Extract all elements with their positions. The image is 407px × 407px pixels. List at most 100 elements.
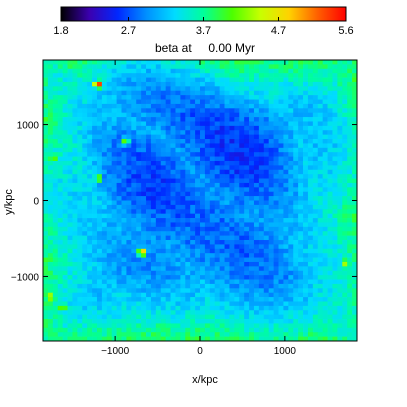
heatmap-cell	[293, 86, 299, 92]
heatmap-cell	[180, 143, 186, 149]
heatmap-cell	[165, 209, 171, 215]
heatmap-cell	[253, 314, 260, 320]
heatmap-cell	[337, 191, 343, 197]
heatmap-cell	[111, 279, 117, 285]
heatmap-cell	[268, 191, 274, 197]
heatmap-cell	[303, 222, 309, 228]
heatmap-cell	[249, 301, 255, 307]
heatmap-cell	[244, 240, 250, 245]
heatmap-cell	[224, 169, 230, 175]
heatmap-cell	[219, 134, 225, 140]
heatmap-cell	[317, 99, 324, 105]
heatmap-cell	[43, 196, 49, 201]
heatmap-cell	[116, 160, 122, 166]
heatmap-cell	[72, 310, 78, 316]
heatmap-cell	[160, 134, 167, 140]
heatmap-cell	[96, 323, 103, 329]
heatmap-cell	[47, 125, 54, 131]
heatmap-cell	[219, 108, 225, 114]
heatmap-cell	[303, 336, 309, 341]
heatmap-cell	[258, 305, 265, 311]
heatmap-cell	[165, 182, 171, 188]
heatmap-cell	[47, 310, 54, 316]
heatmap-cell	[96, 178, 103, 184]
heatmap-cell	[165, 332, 171, 337]
heatmap-cell	[116, 130, 122, 135]
heatmap-cell	[234, 301, 240, 307]
heatmap-cell	[106, 209, 113, 215]
heatmap-cell	[185, 218, 191, 223]
heatmap-cell	[337, 187, 343, 193]
heatmap-cell	[96, 279, 103, 285]
heatmap-cell	[170, 257, 176, 263]
heatmap-cell	[239, 226, 245, 232]
heatmap-cell	[180, 196, 186, 201]
heatmap-cell	[195, 182, 201, 188]
heatmap-cell	[347, 209, 353, 215]
heatmap-cell	[150, 305, 157, 311]
heatmap-cell	[307, 222, 314, 228]
heatmap-cell	[263, 112, 270, 118]
heatmap-cell	[234, 323, 240, 329]
heatmap-cell	[131, 73, 137, 78]
heatmap-cell	[298, 301, 304, 307]
heatmap-cell	[337, 130, 343, 135]
heatmap-cell	[317, 121, 324, 127]
heatmap-cell	[170, 279, 176, 285]
heatmap-cell	[82, 200, 88, 206]
heatmap-cell	[312, 336, 319, 341]
heatmap-cell	[278, 266, 284, 272]
heatmap-cell	[204, 204, 211, 210]
heatmap-cell	[106, 310, 113, 316]
heatmap-cell	[195, 196, 201, 201]
heatmap-cell	[96, 160, 103, 166]
heatmap-cell	[175, 213, 181, 219]
heatmap-cell	[263, 204, 270, 210]
heatmap-cell	[87, 174, 93, 179]
heatmap-cell	[62, 152, 68, 157]
heatmap-cell	[175, 266, 181, 272]
heatmap-cell	[229, 152, 235, 157]
heatmap-cell	[52, 125, 59, 131]
heatmap-cell	[288, 103, 294, 109]
heatmap-cell	[146, 301, 152, 307]
heatmap-cell	[190, 77, 196, 83]
heatmap-cell	[332, 86, 338, 92]
heatmap-cell	[136, 209, 142, 215]
heatmap-cell	[342, 139, 348, 144]
heatmap-cell	[195, 152, 201, 157]
heatmap-cell	[131, 152, 137, 157]
heatmap-cell	[111, 121, 117, 127]
heatmap-cell	[312, 240, 319, 245]
heatmap-cell	[52, 73, 59, 78]
heatmap-cell	[150, 257, 157, 263]
heatmap-cell	[175, 95, 181, 100]
heatmap-cell	[312, 64, 319, 70]
heatmap-cell	[175, 125, 181, 131]
heatmap-cell	[131, 332, 137, 337]
heatmap-cell	[170, 77, 176, 83]
heatmap-cell	[263, 248, 270, 254]
heatmap-cell	[244, 270, 250, 276]
heatmap-cell	[332, 156, 338, 162]
heatmap-cell	[249, 257, 255, 263]
heatmap-cell	[160, 283, 167, 289]
heatmap-cell	[249, 270, 255, 276]
heatmap-cell	[126, 147, 132, 153]
heatmap-cell	[249, 283, 255, 289]
heatmap-cell	[43, 319, 49, 324]
heatmap-cell	[111, 139, 117, 144]
heatmap-cell	[72, 319, 78, 324]
heatmap-cell	[327, 332, 333, 337]
heatmap-cell	[165, 200, 171, 206]
heatmap-cell	[283, 64, 289, 70]
heatmap-cell	[278, 187, 284, 193]
heatmap-cell	[317, 60, 324, 65]
heatmap-cell	[131, 187, 137, 193]
heatmap-cell	[62, 112, 68, 118]
heatmap-cell	[312, 86, 319, 92]
heatmap-cell	[67, 270, 73, 276]
heatmap-cell	[204, 319, 211, 324]
heatmap-cell	[332, 60, 338, 65]
heatmap-cell	[200, 86, 206, 92]
